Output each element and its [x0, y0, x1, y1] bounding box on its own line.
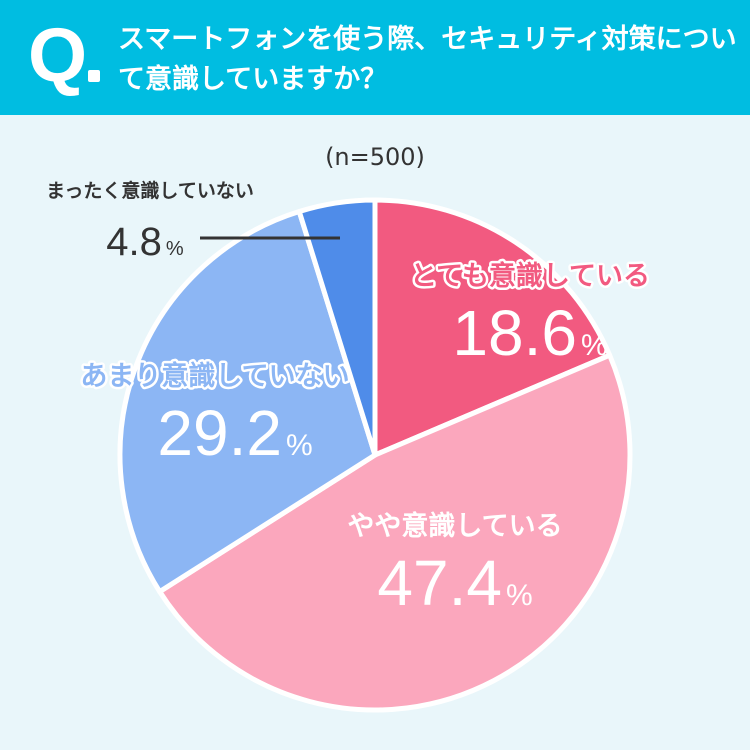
slice-label-1: とても意識している — [410, 260, 650, 292]
pie-slice-4 — [296, 197, 378, 458]
pie-labels: とても意識している 18.6 % やや意識している 47.4 % あまり意識していない 29.… — [46, 179, 652, 619]
slice-label-4: まったく意識していない — [46, 179, 254, 202]
q-letter: Q — [28, 13, 88, 98]
pie-chart: (n=500) とても意識している 18.6 % やや意識している 47.4 % あまり意識… — [46, 143, 653, 713]
pie-slice-1 — [372, 197, 613, 458]
slice-label-2: やや意識している — [347, 510, 562, 542]
question-header: Q スマートフォンを使う際、セキュリティ対策について意識していますか？ — [0, 0, 750, 115]
slice-value-2: 47.4% — [377, 547, 532, 619]
q-dot — [88, 70, 100, 82]
question-text: スマートフォンを使う際、セキュリティ対策について意識していますか？ — [118, 24, 737, 95]
pie-slice-3 — [117, 209, 378, 595]
sample-size-label: (n=500) — [325, 143, 425, 171]
slice-value-1: 18.6% — [452, 297, 607, 369]
slice-label-3: あまり意識していない — [80, 360, 349, 392]
pie-slice-2 — [157, 352, 633, 713]
pie-slices — [117, 197, 633, 713]
slice-value-4: 4.8% — [106, 220, 184, 264]
slice-value-3: 29.2% — [157, 397, 312, 469]
